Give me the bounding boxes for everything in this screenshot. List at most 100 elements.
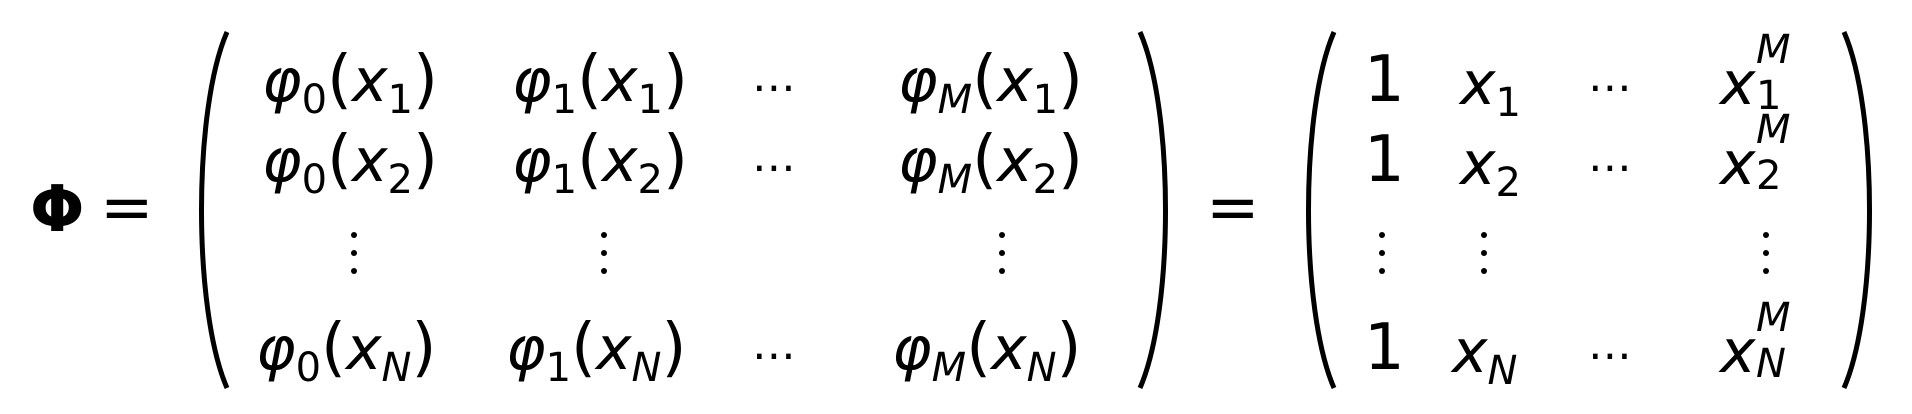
x-var: x [1452, 317, 1488, 387]
rm-vdots-c4 [1760, 232, 1772, 282]
lparen: ( [966, 311, 992, 385]
right-matrix-open-bracket [1306, 31, 1337, 389]
lparen: ( [327, 43, 353, 117]
right-matrix-close-bracket [1841, 31, 1872, 389]
lparen: ( [972, 123, 998, 197]
superscript: M [1756, 107, 1791, 153]
phi-symbol: φ [512, 46, 552, 116]
left-matrix-close-bracket [1137, 31, 1168, 389]
subscript: 0 [295, 345, 322, 391]
lparen: ( [327, 123, 353, 197]
phi-symbol: φ [262, 46, 302, 116]
phi-symbol: φ [506, 314, 546, 384]
cell-r2-c4: φM(x2) [898, 128, 1083, 200]
rm-r4-c1: 1 [1364, 311, 1405, 385]
x-var: x [1720, 317, 1756, 387]
x-var: x [997, 46, 1033, 116]
subscript: 1 [545, 345, 572, 391]
x-var: x [352, 126, 388, 196]
x-var: x [596, 314, 632, 384]
cell-r2-c1: φ0(x2) [262, 128, 438, 200]
phi-symbol: φ [512, 126, 552, 196]
hdots-r1: ⋯ [752, 62, 802, 113]
rm-r4-c2: xN [1452, 322, 1517, 391]
lparen: ( [577, 123, 603, 197]
vdots-c2 [598, 232, 610, 282]
cell-r1-c4: φM(x1) [898, 48, 1083, 120]
subscript: M [937, 77, 973, 123]
subscript: N [1756, 341, 1786, 387]
cell-r4-c2: φ1(xN) [506, 316, 686, 388]
subscript: N [1026, 345, 1057, 391]
lparen: ( [571, 311, 597, 385]
subscript: 1 [1756, 73, 1782, 119]
rparen: ) [412, 43, 438, 117]
x-var: x [1720, 129, 1756, 199]
rm-r4-c4: x M N [1720, 295, 1810, 384]
lparen: ( [321, 311, 347, 385]
subscript: N [631, 345, 662, 391]
subscript: 1 [1032, 77, 1059, 123]
subscript: 2 [1756, 153, 1782, 199]
subscript: N [1487, 348, 1518, 394]
phi-symbol: φ [256, 314, 296, 384]
rparen: ) [412, 123, 438, 197]
cell-r1-c1: φ0(x1) [262, 48, 438, 120]
rparen: ) [1058, 43, 1084, 117]
rparen: ) [1056, 311, 1082, 385]
phi-symbol: φ [892, 314, 932, 384]
subscript: 2 [1032, 157, 1059, 203]
rm-hdots-r1: ⋯ [1588, 62, 1638, 113]
rm-r1-c1: 1 [1364, 43, 1405, 117]
subscript: 2 [637, 157, 663, 203]
rm-r1-c4: x M 1 [1720, 27, 1810, 116]
rm-hdots-r2: ⋯ [1588, 142, 1638, 193]
subscript: N [381, 345, 412, 391]
subscript: M [937, 157, 973, 203]
x-var: x [1460, 49, 1496, 119]
subscript: 1 [551, 157, 578, 203]
phi-symbol: φ [262, 126, 302, 196]
hdots-r2: ⋯ [752, 142, 802, 193]
x-var: x [991, 314, 1027, 384]
rparen: ) [411, 311, 437, 385]
phi-matrix-symbol: Φ [30, 173, 85, 247]
hdots-r4: ⋯ [752, 330, 802, 381]
phi-symbol: φ [898, 46, 938, 116]
rm-r2-c1: 1 [1364, 123, 1405, 197]
x-var: x [997, 126, 1033, 196]
lparen: ( [577, 43, 603, 117]
phi-symbol: φ [898, 126, 938, 196]
subscript: 2 [1495, 160, 1521, 206]
subscript: 1 [1495, 80, 1521, 126]
left-matrix-open-bracket [199, 31, 230, 389]
subscript: 0 [301, 77, 328, 123]
subscript: 1 [387, 77, 413, 123]
rparen: ) [662, 43, 688, 117]
subscript: 1 [637, 77, 663, 123]
rm-r2-c2: x2 [1460, 134, 1521, 203]
subscript: 2 [387, 157, 413, 203]
rm-r1-c2: x1 [1460, 54, 1521, 123]
equals-sign-1: = [100, 171, 154, 245]
rm-vdots-c1 [1376, 232, 1388, 282]
equals-sign-2: = [1206, 171, 1260, 245]
x-var: x [1460, 129, 1496, 199]
vdots-c1 [348, 232, 360, 282]
cell-r4-c4: φM(xN) [892, 316, 1081, 388]
rm-vdots-c2 [1478, 232, 1490, 282]
x-var: x [346, 314, 382, 384]
cell-r4-c1: φ0(xN) [256, 316, 436, 388]
rparen: ) [1058, 123, 1084, 197]
rm-hdots-r4: ⋯ [1588, 330, 1638, 381]
x-var: x [602, 126, 638, 196]
subscript: 0 [301, 157, 328, 203]
superscript: M [1756, 27, 1791, 73]
vdots-c4 [996, 232, 1008, 282]
x-var: x [1720, 49, 1756, 119]
x-var: x [352, 46, 388, 116]
superscript: M [1756, 295, 1791, 341]
cell-r1-c2: φ1(x1) [512, 48, 688, 120]
rparen: ) [662, 123, 688, 197]
